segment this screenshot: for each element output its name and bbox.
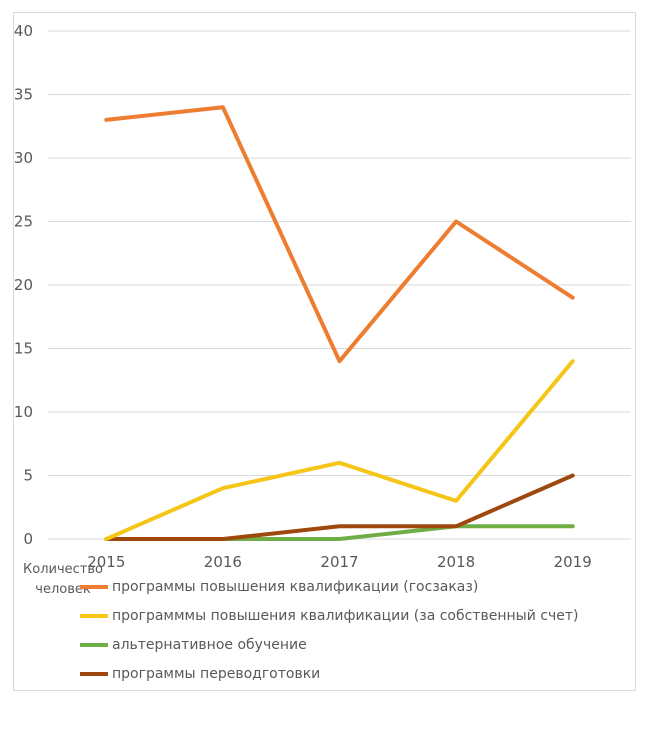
y-tick-label: 30 (14, 149, 33, 167)
y-tick-label: 35 (14, 86, 33, 104)
legend: программы повышения квалификации (госзак… (80, 572, 578, 688)
series-lines (104, 105, 575, 541)
gridlines (48, 30, 631, 540)
legend-swatch (80, 613, 108, 618)
x-axis-tick-labels: 2015 2016 2017 2018 2019 (87, 553, 592, 571)
y-tick-label: 20 (14, 276, 33, 294)
y-tick-label: 10 (14, 403, 33, 421)
y-tick-label: 0 (23, 530, 33, 548)
legend-label: программы повышения квалификации (госзак… (112, 578, 479, 595)
x-tick-label: 2018 (437, 553, 475, 571)
legend-label: программы переводготовки (112, 665, 321, 682)
y-tick-label: 25 (14, 213, 33, 231)
x-tick-label: 2019 (554, 553, 592, 571)
legend-item: программы переводготовки (80, 659, 578, 688)
x-tick-label: 2017 (320, 553, 358, 571)
x-tick-label: 2016 (204, 553, 242, 571)
y-axis-tick-labels: 0 5 10 15 20 25 30 35 40 (14, 22, 33, 548)
series-line-0 (104, 105, 575, 364)
line-chart: 0 5 10 15 20 25 30 35 40 2015 2016 2017 2018 2019 (14, 22, 631, 571)
legend-item: программы повышения квалификации (госзак… (80, 572, 578, 601)
legend-label: программмы повышения квалификации (за со… (112, 607, 579, 624)
series-line-3 (104, 473, 575, 541)
chart-frame (13, 12, 636, 691)
y-axis-title: Количество человек (23, 562, 103, 597)
legend-swatch (80, 671, 108, 676)
legend-swatch (80, 642, 108, 647)
legend-item: альтернативное обучение (80, 630, 578, 659)
series-line-1 (104, 359, 575, 541)
x-tick-label: 2015 (87, 553, 125, 571)
y-tick-label: 40 (14, 22, 33, 40)
legend-item: программмы повышения квалификации (за со… (80, 601, 578, 630)
legend-swatch (80, 584, 108, 589)
legend-label: альтернативное обучение (112, 636, 307, 653)
y-tick-label: 5 (23, 467, 33, 485)
y-tick-label: 15 (14, 340, 33, 358)
